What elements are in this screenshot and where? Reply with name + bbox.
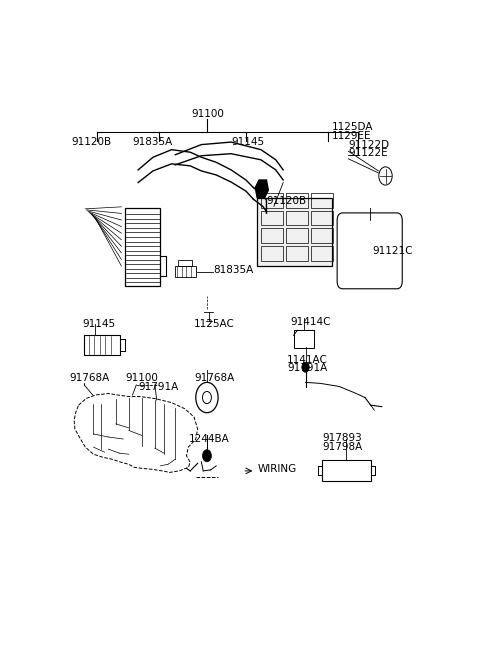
Text: 91835A: 91835A — [132, 137, 173, 147]
Text: 91768A: 91768A — [194, 373, 234, 384]
Bar — [261, 246, 283, 261]
Bar — [294, 330, 314, 348]
Text: 91414C: 91414C — [290, 317, 331, 327]
Bar — [261, 193, 283, 208]
Bar — [286, 246, 308, 261]
Text: 917893: 917893 — [322, 433, 362, 443]
Text: 1125DA: 1125DA — [332, 122, 373, 132]
Text: 91100: 91100 — [125, 373, 158, 384]
Text: 1129EE: 1129EE — [332, 131, 371, 141]
Bar — [125, 208, 160, 286]
Text: 91122D: 91122D — [348, 140, 389, 150]
Circle shape — [203, 449, 211, 462]
Bar — [261, 211, 283, 225]
Bar — [286, 229, 308, 243]
Bar — [257, 198, 332, 266]
Text: 91791A: 91791A — [287, 363, 327, 373]
Text: 1141AC: 1141AC — [287, 355, 328, 365]
Text: 91145: 91145 — [232, 137, 265, 147]
Text: 91122E: 91122E — [348, 148, 388, 158]
Bar — [311, 246, 333, 261]
Text: 91145: 91145 — [83, 319, 116, 329]
Bar — [286, 211, 308, 225]
Text: 91768A: 91768A — [69, 373, 109, 384]
Bar — [178, 260, 192, 266]
Bar — [261, 229, 283, 243]
Text: 91120B: 91120B — [266, 196, 307, 206]
Text: 91798A: 91798A — [322, 442, 362, 451]
Text: 1125AC: 1125AC — [194, 319, 235, 329]
Bar — [286, 193, 308, 208]
Text: WIRING: WIRING — [257, 464, 297, 474]
Bar — [322, 460, 371, 481]
Bar — [175, 266, 196, 277]
Bar — [311, 211, 333, 225]
Text: 1244BA: 1244BA — [188, 434, 229, 444]
Text: 91120B: 91120B — [71, 137, 111, 147]
Bar — [311, 193, 333, 208]
Polygon shape — [255, 180, 268, 198]
Text: 91121C: 91121C — [372, 246, 413, 256]
Bar — [84, 335, 120, 355]
Circle shape — [302, 362, 309, 373]
Bar — [311, 229, 333, 243]
Text: 81835A: 81835A — [213, 265, 253, 275]
Text: 91100: 91100 — [191, 109, 224, 119]
Text: 91791A: 91791A — [138, 382, 179, 392]
